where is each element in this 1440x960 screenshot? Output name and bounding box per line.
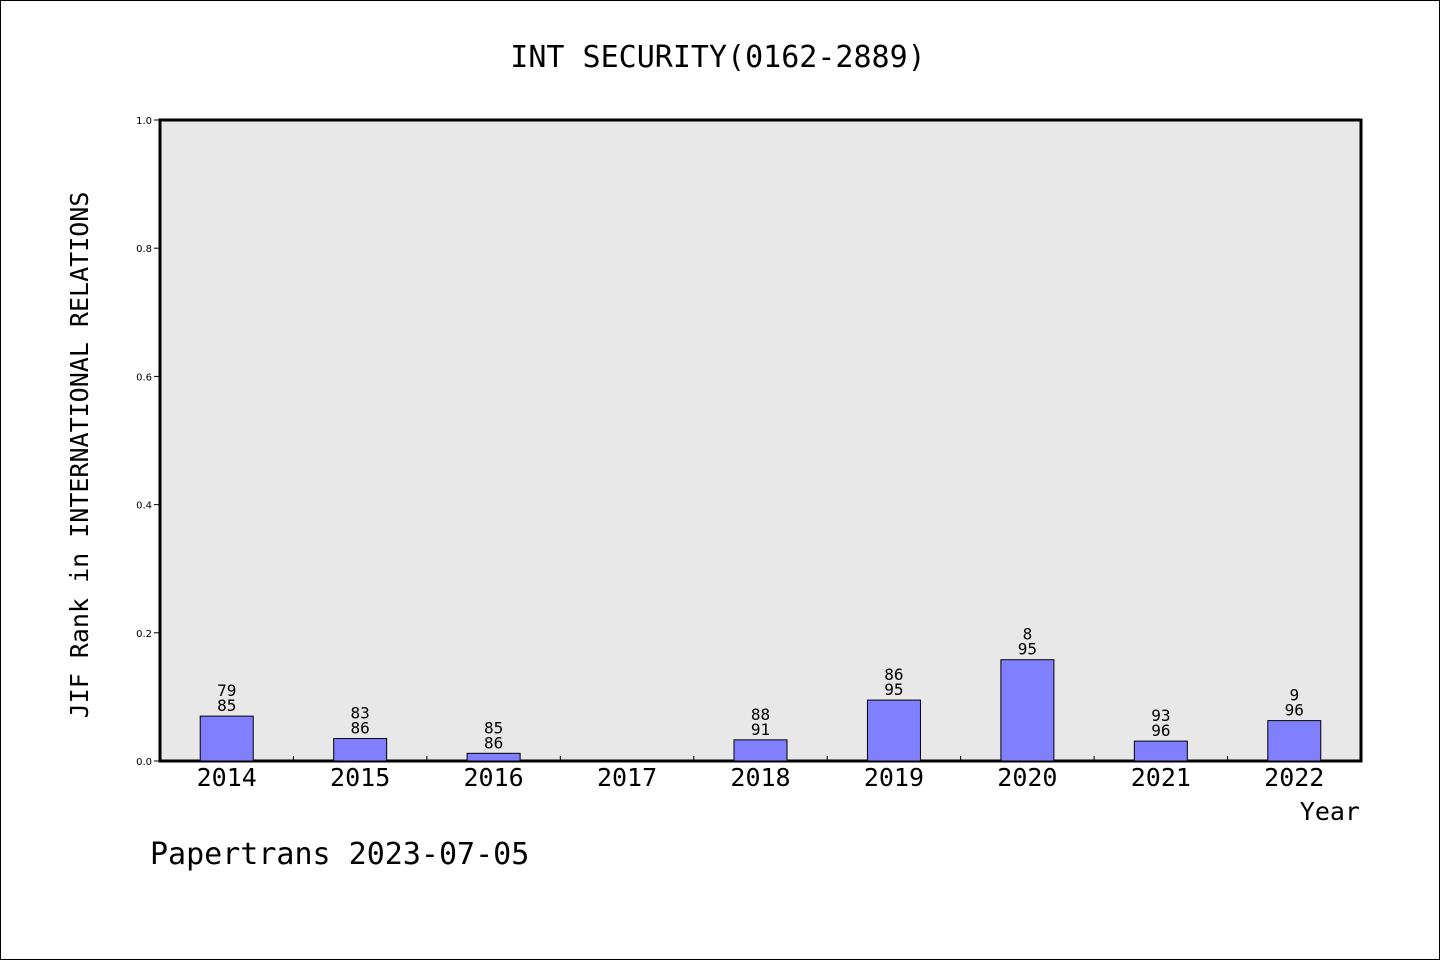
x-tick-label-2014: 2014 [197, 763, 257, 792]
bar-2020 [1000, 659, 1055, 762]
y-axis: 0.0 0.2 0.4 0.6 0.8 1.0 [136, 116, 160, 768]
x-axis: 2014 2015 2016 2017 2018 2019 2020 2021 2022 [197, 756, 1324, 792]
bar-rank-label-2014: 79 [217, 681, 236, 700]
footer-credit: Papertrans 2023-07-05 [150, 837, 529, 872]
y-tick-label: 0.8 [136, 244, 152, 255]
bar-total-label-2019: 95 [884, 680, 903, 699]
bar-2015 [333, 738, 388, 762]
bar-rank-label-2020: 8 [1023, 625, 1033, 644]
y-tick-label: 1.0 [136, 116, 152, 127]
bar-rank-label-2022: 9 [1289, 686, 1299, 705]
bar-rank-label-2016: 85 [484, 718, 503, 737]
bar-total-label-2016: 86 [484, 733, 503, 752]
y-tick-label: 0.4 [136, 501, 152, 512]
bar-total-label-2020: 95 [1018, 640, 1037, 659]
x-tick-label-2017: 2017 [597, 763, 657, 792]
bar-2018 [733, 739, 788, 762]
bar-total-label-2015: 86 [351, 719, 370, 738]
chart-title: INT SECURITY(0162-2889) [510, 40, 925, 75]
bar-2021 [1133, 740, 1188, 762]
x-tick-label-2015: 2015 [330, 763, 390, 792]
bar-total-label-2022: 96 [1285, 701, 1304, 720]
bar-rank-label-2019: 86 [884, 665, 903, 684]
x-tick-label-2018: 2018 [730, 763, 790, 792]
bar-2014 [199, 715, 254, 762]
y-axis-label: JIF Rank in INTERNATIONAL RELATIONS [65, 192, 94, 719]
bar-rank-label-2015: 83 [351, 704, 370, 723]
bar-rank-label-2021: 93 [1151, 706, 1170, 725]
plot-area [158, 118, 1363, 763]
bar-rank-label-2018: 88 [751, 705, 770, 724]
y-tick-label: 0.0 [136, 757, 152, 768]
y-tick-label: 0.2 [136, 629, 152, 640]
x-axis-label: Year [1300, 797, 1360, 826]
bar-total-label-2018: 91 [751, 720, 770, 739]
x-tick-label-2022: 2022 [1264, 763, 1324, 792]
x-tick-label-2019: 2019 [864, 763, 924, 792]
bar-2022 [1267, 720, 1322, 762]
x-tick-label-2016: 2016 [464, 763, 524, 792]
x-tick-label-2020: 2020 [997, 763, 1057, 792]
y-tick-label: 0.6 [136, 372, 152, 383]
bar-2016 [466, 752, 521, 762]
bar-2019 [866, 699, 921, 762]
x-tick-label-2021: 2021 [1131, 763, 1191, 792]
bar-total-label-2014: 85 [217, 696, 236, 715]
bar-total-label-2021: 96 [1151, 721, 1170, 740]
